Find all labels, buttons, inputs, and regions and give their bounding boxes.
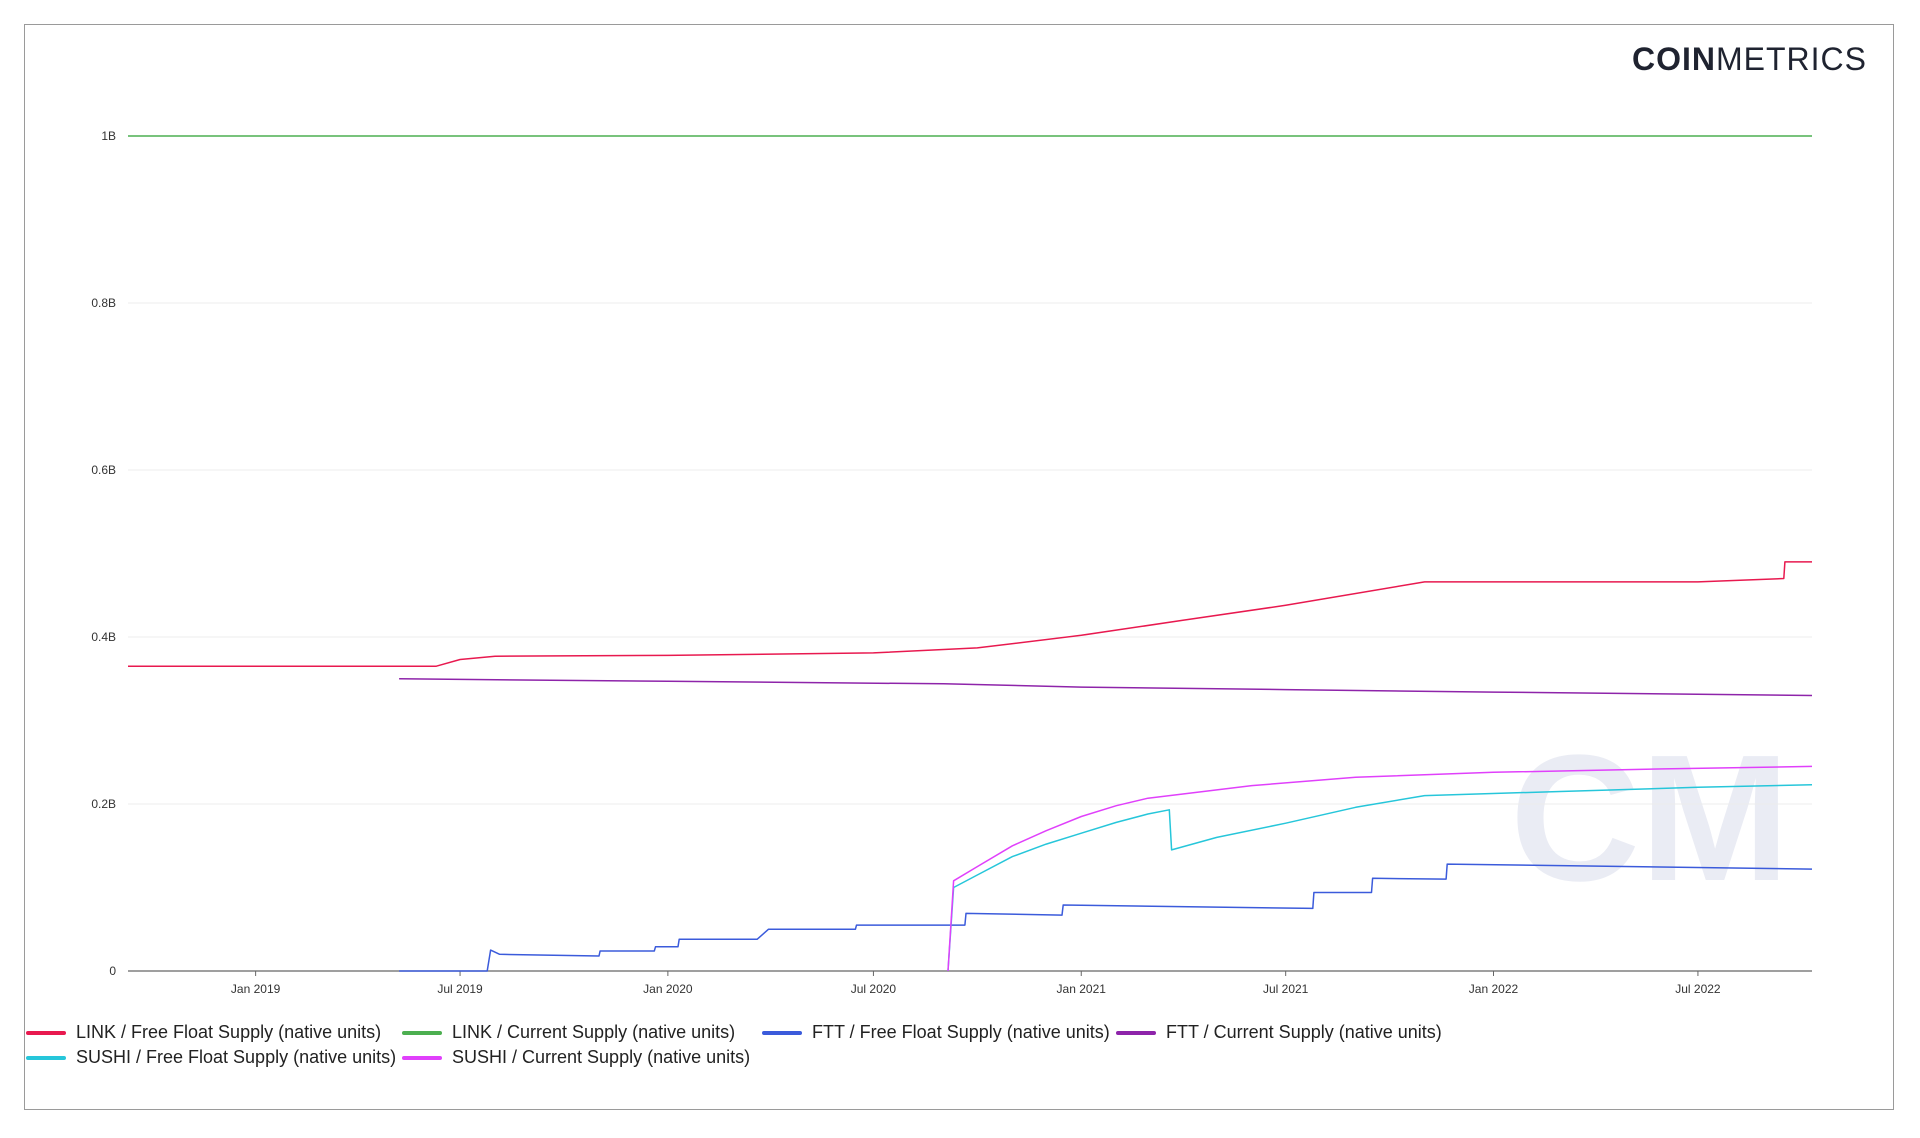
x-tick-label: Jul 2020 [851, 982, 897, 996]
legend-swatch [1116, 1030, 1156, 1035]
legend-item-link-free-float-supply[interactable]: LINK / Free Float Supply (native units) [26, 1022, 402, 1043]
legend-label: LINK / Free Float Supply (native units) [76, 1022, 382, 1042]
legend-label: FTT / Free Float Supply (native units) [812, 1022, 1110, 1042]
legend-label: LINK / Current Supply (native units) [452, 1022, 736, 1042]
legend-swatch [402, 1030, 442, 1035]
y-tick-label: 0.4B [91, 630, 116, 644]
series-line-ftt-free-float-supply [399, 863, 1813, 972]
x-tick-label: Jul 2019 [437, 982, 483, 996]
y-tick-label: 0.8B [91, 296, 116, 310]
chart-frame: COINMETRICS [24, 24, 1894, 1110]
legend-item-sushi-current-supply[interactable]: SUSHI / Current Supply (native units) [402, 1047, 762, 1068]
x-tick-label: Jan 2022 [1469, 982, 1519, 996]
y-tick-label: 0.2B [91, 797, 116, 811]
series-line-sushi-current-supply [947, 765, 1813, 972]
coinmetrics-logo: COINMETRICS [1632, 41, 1867, 78]
series-line-ftt-current-supply [399, 678, 1813, 697]
legend-label: FTT / Current Supply (native units) [1166, 1022, 1442, 1042]
legend-label: SUSHI / Current Supply (native units) [452, 1047, 751, 1067]
x-tick-label: Jul 2022 [1675, 982, 1721, 996]
series-line-sushi-free-float-supply [947, 784, 1813, 972]
brand-bold: COIN [1632, 41, 1716, 77]
series-line-link-free-float-supply [128, 561, 1812, 667]
x-axis: Jan 2019 Jul 2019 Jan 2020 Jul 2020 Jan 2021… [231, 971, 1721, 996]
legend-item-ftt-free-float-supply[interactable]: FTT / Free Float Supply (native units) [762, 1022, 1116, 1043]
legend-item-link-current-supply[interactable]: LINK / Current Supply (native units) [402, 1022, 762, 1043]
legend-item-ftt-current-supply[interactable]: FTT / Current Supply (native units) [1116, 1022, 1476, 1043]
x-tick-label: Jan 2021 [1057, 982, 1107, 996]
y-tick-label: 0 [109, 964, 116, 978]
legend-swatch [762, 1030, 802, 1035]
brand-light: METRICS [1716, 41, 1867, 77]
series-lines [128, 135, 1813, 972]
legend-swatch [26, 1030, 66, 1035]
legend-swatch [402, 1055, 442, 1060]
x-tick-label: Jul 2021 [1263, 982, 1309, 996]
y-axis: 0 0.2B 0.4B 0.6B 0.8B 1B [91, 129, 116, 978]
legend: LINK / Free Float Supply (native units) L… [26, 1022, 1826, 1068]
x-tick-label: Jan 2019 [231, 982, 281, 996]
legend-label: SUSHI / Free Float Supply (native units) [76, 1047, 397, 1067]
y-tick-label: 1B [101, 129, 116, 143]
x-tick-label: Jan 2020 [643, 982, 693, 996]
y-tick-label: 0.6B [91, 463, 116, 477]
watermark-cm: CM [1510, 718, 1790, 919]
legend-swatch [26, 1055, 66, 1060]
legend-item-sushi-free-float-supply[interactable]: SUSHI / Free Float Supply (native units) [26, 1047, 402, 1068]
